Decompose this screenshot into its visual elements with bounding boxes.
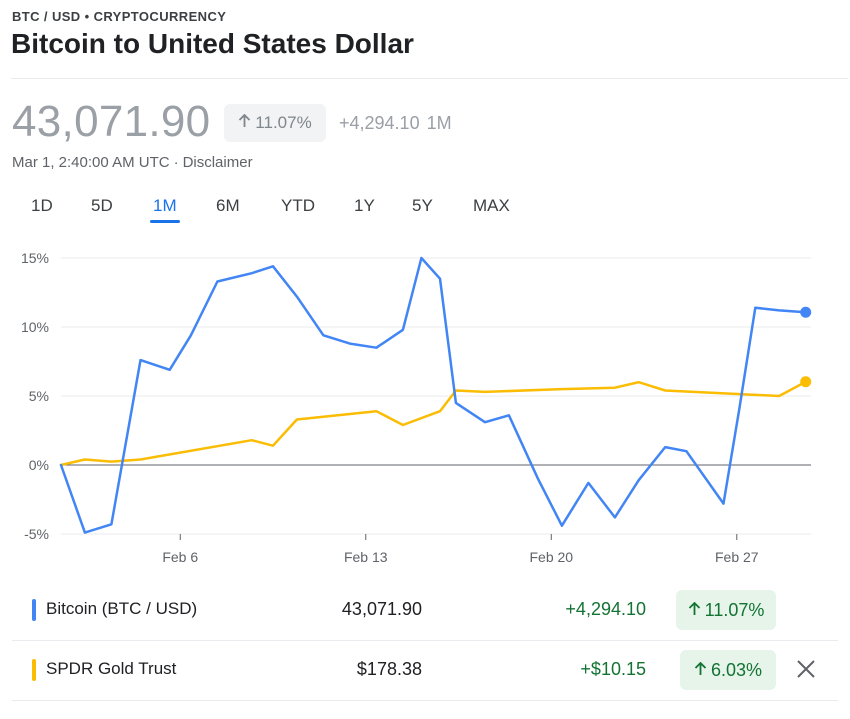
series-name: Bitcoin (BTC / USD) xyxy=(46,599,198,618)
comparison-row-bitcoin[interactable]: Bitcoin (BTC / USD) 43,071.90 +4,294.10 … xyxy=(12,580,838,640)
tab-5y[interactable]: 5Y xyxy=(412,196,433,215)
tab-1m[interactable]: 1M xyxy=(153,196,177,215)
series-endpoint-bitcoin xyxy=(800,306,812,318)
tab-ytd[interactable]: YTD xyxy=(281,196,315,215)
page-title: Bitcoin to United States Dollar xyxy=(11,28,414,59)
arrow-up-icon xyxy=(238,113,251,133)
absolute-change-value: +4,294.10 xyxy=(339,113,420,133)
absolute-change: +4,294.10 1M xyxy=(337,113,452,134)
separator: · xyxy=(173,154,179,171)
row-divider xyxy=(12,640,838,641)
y-tick-label: 15% xyxy=(21,250,49,266)
series-percent-text: 6.03% xyxy=(710,659,763,680)
x-tick-label: Feb 13 xyxy=(344,549,388,565)
series-percent-badge: 6.03% xyxy=(680,650,776,690)
y-tick-label: 5% xyxy=(29,388,49,404)
close-icon xyxy=(797,660,815,678)
change-period: 1M xyxy=(426,113,452,133)
range-tabs: 1D 5D 1M 6M YTD 1Y 5Y MAX xyxy=(0,196,850,224)
x-tick-label: Feb 27 xyxy=(715,549,759,565)
tab-5d[interactable]: 5D xyxy=(91,196,113,215)
arrow-up-icon xyxy=(688,600,701,621)
price: 43,071.90 xyxy=(12,97,211,146)
series-abs-change: +$10.15 xyxy=(580,659,646,679)
series-value: $178.38 xyxy=(356,659,422,679)
row-divider xyxy=(12,700,838,701)
y-tick-label: 10% xyxy=(21,319,49,335)
eyebrow: BTC / USD • CRYPTOCURRENCY xyxy=(12,9,227,24)
tab-max[interactable]: MAX xyxy=(473,196,510,215)
series-color-swatch xyxy=(32,659,36,681)
series-endpoint-gold xyxy=(800,376,812,388)
tab-1d[interactable]: 1D xyxy=(31,196,53,215)
series-color-swatch xyxy=(32,599,36,621)
arrow-up-icon xyxy=(694,660,707,681)
series-value: 43,071.90 xyxy=(341,599,422,619)
tab-1y[interactable]: 1Y xyxy=(354,196,375,215)
selected-tab-indicator xyxy=(150,220,180,223)
x-tick-label: Feb 6 xyxy=(162,549,198,565)
percent-change-badge: 11.07% xyxy=(224,104,326,142)
series-abs-change: +4,294.10 xyxy=(565,599,646,619)
y-tick-label: 0% xyxy=(29,457,49,473)
timestamp: Mar 1, 2:40:00 AM UTC xyxy=(12,154,170,171)
price-chart[interactable]: 15% 10% 5% 0% -5% Feb 6 Feb 13 Feb 20 Feb 27 xyxy=(0,236,850,576)
series-percent-text: 11.07% xyxy=(704,599,765,620)
timestamp-line: Mar 1, 2:40:00 AM UTC · Disclaimer xyxy=(12,154,253,171)
disclaimer-link[interactable]: Disclaimer xyxy=(182,154,253,171)
x-tick-label: Feb 20 xyxy=(529,549,573,565)
series-line-bitcoin xyxy=(59,256,807,534)
remove-comparison-button[interactable] xyxy=(794,657,818,681)
header-divider xyxy=(11,78,848,79)
y-tick-label: -5% xyxy=(24,526,49,542)
series-line-gold xyxy=(59,380,807,467)
series-percent-badge: 11.07% xyxy=(676,590,776,630)
tab-6m[interactable]: 6M xyxy=(216,196,240,215)
comparison-row-gold[interactable]: SPDR Gold Trust $178.38 +$10.15 6.03% xyxy=(12,640,838,700)
percent-change-text: 11.07% xyxy=(255,113,312,132)
series-name: SPDR Gold Trust xyxy=(46,659,177,678)
